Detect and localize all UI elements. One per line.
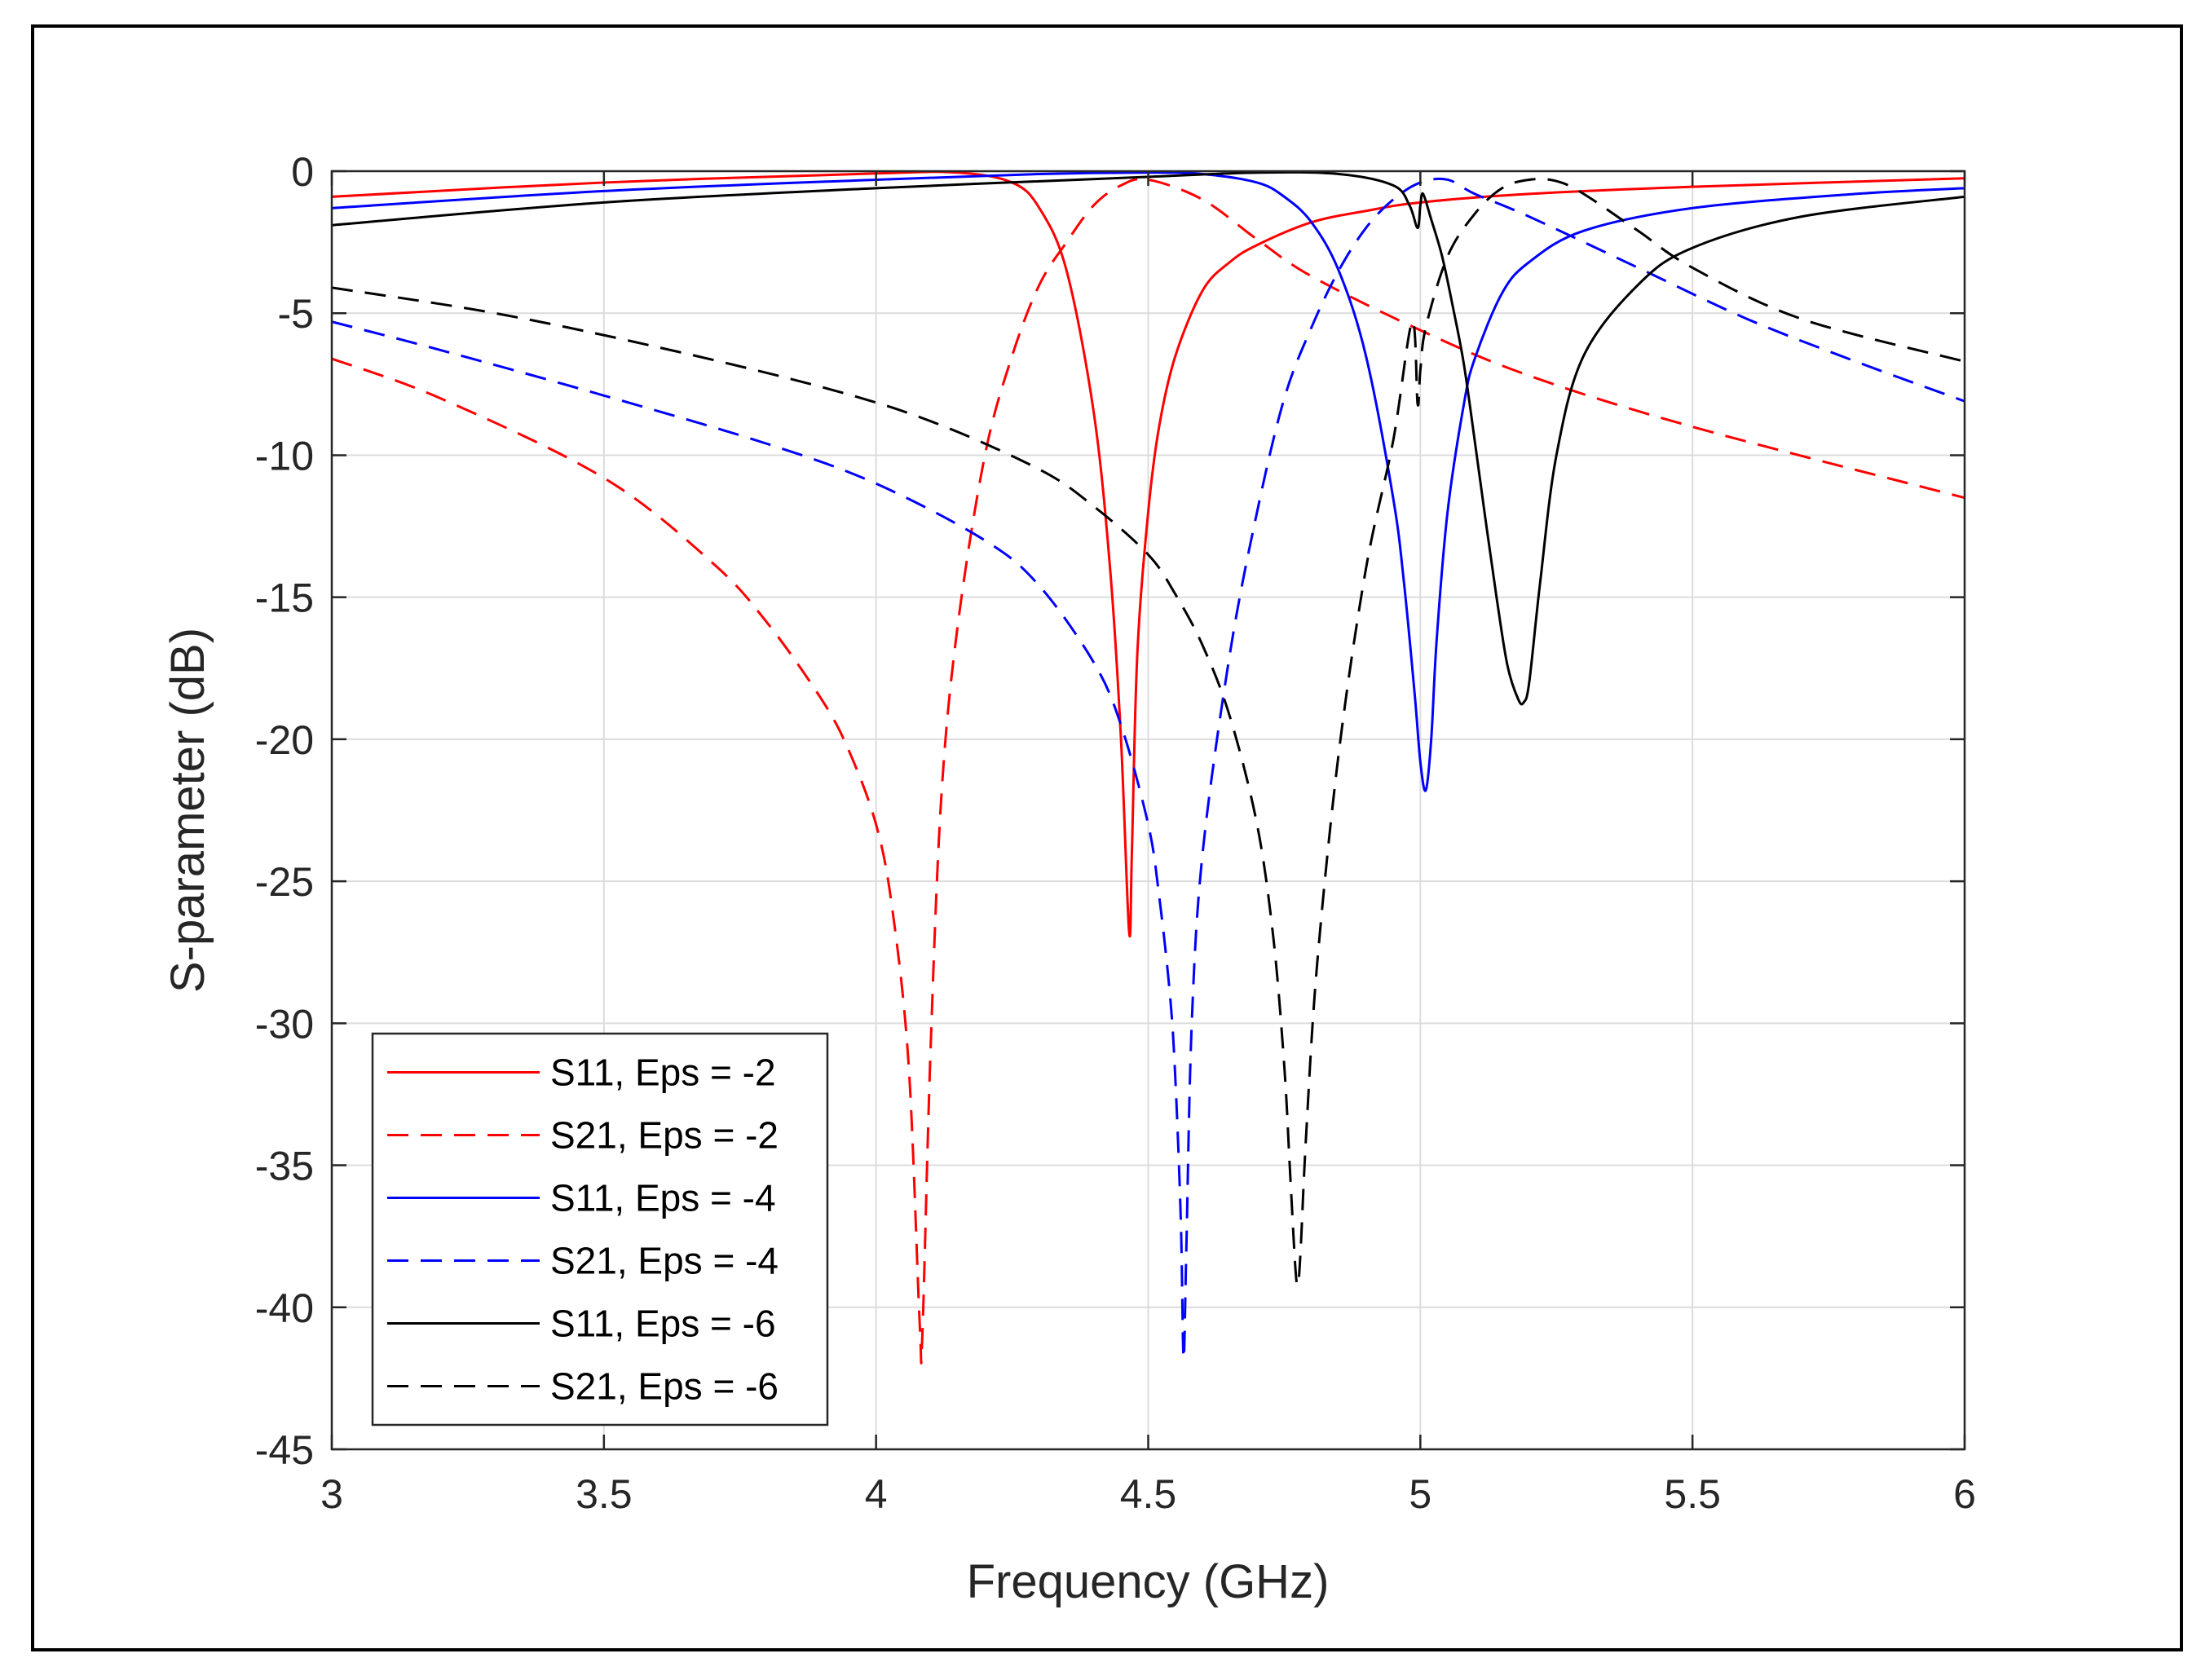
series-line-s11-eps-6: [332, 170, 1965, 706]
legend-label: S21, Eps = -2: [550, 1114, 779, 1157]
x-tick-label: 5: [1409, 1471, 1431, 1517]
series-line-s11-eps-4: [332, 171, 1965, 792]
legend-box: [371, 1032, 829, 1426]
legend: S11, Eps = -2 S21, Eps = -2 S11, Eps = -4 S…: [371, 1032, 829, 1426]
series-line-s21-eps-2: [332, 178, 1965, 1365]
legend-label: S11, Eps = -4: [550, 1177, 776, 1219]
series-line-s11-eps-2: [332, 170, 1965, 938]
y-tick-label: -40: [255, 1285, 314, 1331]
x-tick-label: 4: [865, 1471, 888, 1517]
legend-label: S21, Eps = -6: [550, 1365, 779, 1408]
series-line-s21-eps-4: [332, 177, 1965, 1360]
x-axis-title: Frequency (GHz): [967, 1555, 1330, 1608]
y-tick-label: 0: [291, 149, 314, 195]
series-line-s21-eps-6: [332, 178, 1965, 1287]
y-tick-label: -35: [255, 1144, 314, 1189]
y-tick-label: -15: [255, 575, 314, 621]
x-tick-label: 5.5: [1664, 1471, 1721, 1517]
figure-border: [31, 24, 2183, 1651]
y-axis-title: S-parameter (dB): [161, 628, 214, 993]
x-tick-label: 4.5: [1120, 1471, 1177, 1517]
series-group: [332, 170, 1965, 1365]
legend-label: S21, Eps = -4: [550, 1240, 779, 1282]
y-tick-label: -20: [255, 717, 314, 763]
y-tick-label: -25: [255, 859, 314, 905]
ticks: 3 3.5 4 4.5 5 5.5 6 0 -5 -10 -15 -20 -25 -30 -35 -40 -45: [255, 149, 1976, 1517]
y-tick-label: -5: [278, 291, 314, 337]
x-tick-label: 3.5: [576, 1471, 633, 1517]
legend-label: S11, Eps = -2: [550, 1052, 776, 1094]
y-tick-label: -30: [255, 1001, 314, 1047]
x-tick-label: 3: [320, 1471, 343, 1517]
legend-label: S11, Eps = -6: [550, 1303, 776, 1345]
x-tick-label: 6: [1953, 1471, 1976, 1517]
y-tick-label: -45: [255, 1427, 314, 1473]
y-tick-label: -10: [255, 433, 314, 478]
